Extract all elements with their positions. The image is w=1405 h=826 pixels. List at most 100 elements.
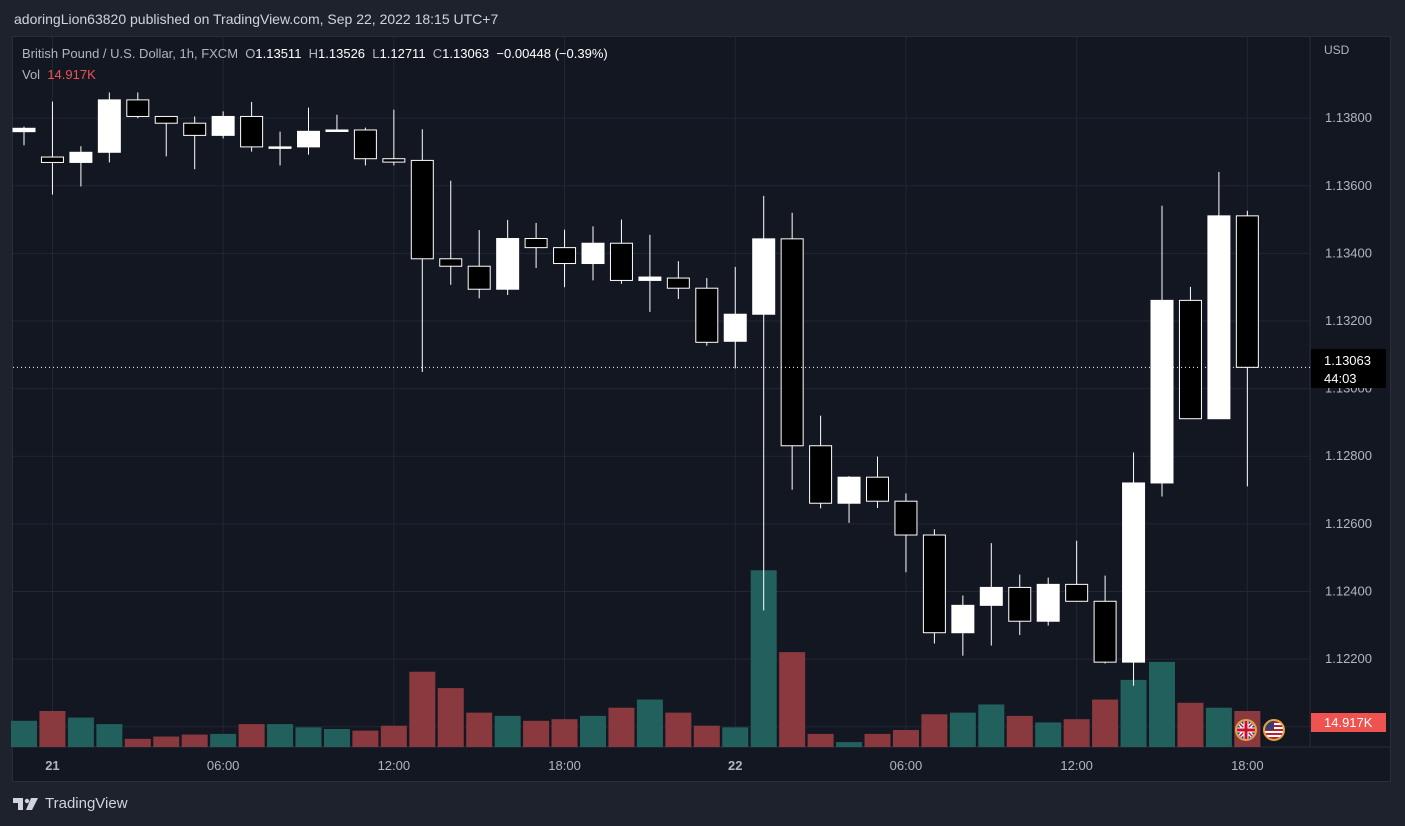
open-value: 1.13511 (255, 46, 302, 61)
candle-body (97, 99, 121, 153)
volume-bar (352, 730, 379, 747)
volume-bar (409, 671, 436, 747)
volume-label: Vol (22, 67, 41, 82)
candle-body (1207, 215, 1231, 420)
volume-bar (295, 727, 322, 747)
volume-bar (1177, 702, 1204, 747)
volume-bar (636, 699, 663, 747)
candle-body (951, 604, 975, 634)
price-tick-label: 1.13800 (1325, 110, 1372, 125)
time-tick-label: 22 (728, 758, 742, 773)
price-tick-label: 1.13400 (1325, 245, 1372, 260)
candle-body (211, 115, 235, 136)
candle-body (12, 127, 36, 133)
candle-body (1150, 299, 1174, 484)
candle-body (553, 247, 577, 265)
volume-bar (96, 724, 123, 747)
volume-bar (238, 724, 265, 747)
time-tick-label: 06:00 (207, 758, 240, 773)
candle-body (240, 115, 264, 148)
volume-bar (323, 729, 350, 747)
candle-body (780, 238, 804, 447)
candle-body (496, 238, 520, 290)
candle-body (638, 276, 662, 281)
candle-body (1093, 600, 1117, 663)
volume-bar (779, 652, 806, 747)
candle-body (126, 99, 150, 117)
time-tick-label: 18:00 (548, 758, 581, 773)
volume-tag: 14.917K (1311, 713, 1386, 732)
volume-bar (1205, 707, 1232, 747)
volume-bar (836, 742, 863, 747)
volume-bar (551, 719, 578, 747)
tradingview-logo[interactable]: TradingView (13, 795, 128, 812)
candle-body (1065, 583, 1089, 602)
candle-body (524, 238, 548, 249)
candle-body (439, 258, 463, 267)
axis-currency-label[interactable]: USD (1324, 43, 1350, 57)
candle-body (609, 242, 633, 281)
volume-bar (807, 733, 834, 747)
volume-bar (722, 727, 749, 747)
close-value: 1.13063 (442, 46, 490, 61)
volume-bar (267, 724, 294, 747)
volume-bar (1063, 719, 1090, 747)
candle-body (183, 122, 207, 136)
volume-bar (67, 717, 94, 747)
volume-bar (466, 712, 493, 747)
candle-body (581, 242, 605, 265)
volume-bar (892, 729, 919, 747)
volume-bar (949, 712, 976, 747)
candle-body (666, 277, 690, 289)
candle-body (410, 159, 434, 260)
high-label: H (308, 46, 319, 61)
candle-body (979, 586, 1003, 606)
candlesticks (12, 92, 1259, 686)
high-value: 1.13526 (318, 46, 366, 61)
price-axis-labels: 1.120001.122001.124001.126001.128001.130… (1325, 110, 1372, 734)
volume-bar (1006, 715, 1033, 747)
volume-bar (181, 734, 208, 747)
candle-body (809, 445, 833, 504)
volume-bar (124, 738, 151, 747)
time-axis-labels: 21 06:00 12:00 18:00 22 06:00 12:00 18:00 (45, 758, 1263, 773)
time-tick-label: 18:00 (1231, 758, 1264, 773)
price-tick-label: 1.13200 (1325, 313, 1372, 328)
volume-bar (665, 712, 692, 747)
change-value: −0.00448 (−0.39%) (496, 46, 608, 61)
publish-info: adoringLion63820 published on TradingVie… (14, 11, 499, 27)
symbol-label: British Pound / U.S. Dollar, 1h, FXCM (22, 46, 239, 61)
candle-body (325, 129, 349, 132)
current-price-value: 1.13063 (1324, 353, 1371, 368)
time-tick-label: 06:00 (890, 758, 923, 773)
volume-bar (153, 736, 180, 747)
volume-bar (1149, 661, 1175, 747)
volume-bar (437, 688, 464, 747)
volume-bar (523, 720, 550, 747)
price-tick-label: 1.12400 (1325, 583, 1372, 598)
uk-flag-icon[interactable] (1235, 719, 1257, 741)
volume-bar (494, 715, 521, 747)
candle-body (695, 287, 719, 343)
candle-body (1122, 482, 1146, 663)
current-price-tag: 1.13063 44:03 (1311, 349, 1386, 388)
candle-body (837, 476, 861, 504)
candle-body (353, 129, 377, 160)
price-tick-label: 1.12600 (1325, 516, 1372, 531)
us-flag-icon[interactable] (1263, 719, 1285, 741)
volume-bar (380, 725, 407, 747)
price-tick-label: 1.13600 (1325, 178, 1372, 193)
candle-body (297, 130, 320, 148)
candle-body (69, 151, 93, 163)
candle-body (40, 156, 64, 163)
volume-bar (39, 711, 66, 747)
volume-bar (1120, 679, 1147, 747)
candle-body (752, 238, 776, 315)
volume-bar (921, 714, 948, 747)
volume-value: 14.917K (47, 67, 96, 82)
volume-bar (1035, 722, 1062, 747)
candle-body (268, 146, 292, 149)
volume-bar (608, 707, 635, 747)
candle-body (723, 313, 747, 342)
